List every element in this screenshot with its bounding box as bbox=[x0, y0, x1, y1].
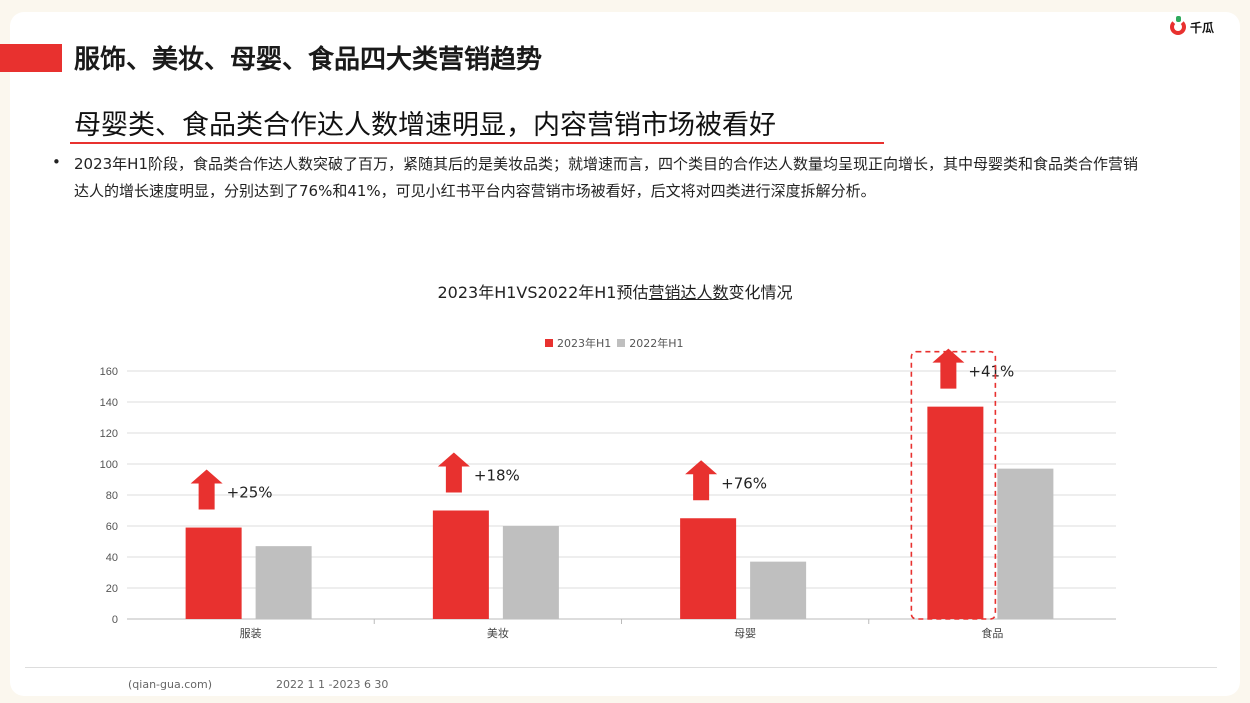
y-tick-label: 40 bbox=[106, 552, 118, 564]
growth-label: +18% bbox=[474, 467, 520, 485]
chart-title-underlined: 营销达人数 bbox=[648, 283, 729, 302]
subtitle: 母婴类、食品类合作达人数增速明显，内容营销市场被看好 bbox=[74, 110, 776, 141]
growth-arrow-icon bbox=[685, 460, 718, 501]
bar-2022 bbox=[255, 546, 312, 619]
bar-2022 bbox=[750, 561, 807, 619]
bar-2022 bbox=[502, 526, 559, 619]
y-tick-label: 0 bbox=[112, 614, 118, 626]
y-tick-label: 20 bbox=[106, 583, 118, 595]
bullet-icon: • bbox=[52, 153, 61, 171]
brand-logo: 千瓜 bbox=[1170, 16, 1214, 38]
highlight-box bbox=[910, 350, 997, 620]
brand-logo-icon bbox=[1170, 16, 1186, 35]
growth-label: +41% bbox=[968, 363, 1014, 381]
footer-date-range: 2022 1 1 -2023 6 30 bbox=[276, 678, 389, 691]
bar-2023 bbox=[680, 518, 737, 619]
bar-2023 bbox=[185, 527, 242, 619]
page-title: 服饰、美妆、母婴、食品四大类营销趋势 bbox=[74, 45, 543, 75]
bar-2023 bbox=[927, 406, 984, 619]
legend-swatch-2022 bbox=[617, 339, 626, 347]
x-tick-label: 母婴 bbox=[734, 627, 756, 640]
growth-arrow-icon bbox=[932, 348, 965, 389]
y-tick-label: 160 bbox=[100, 366, 118, 378]
growth-arrow-icon bbox=[437, 452, 470, 493]
footer-source: (qian-gua.com) bbox=[128, 678, 212, 691]
growth-label: +25% bbox=[227, 484, 273, 502]
legend-swatch-2023 bbox=[545, 339, 553, 347]
growth-arrow-icon bbox=[190, 469, 223, 510]
title-accent-bar bbox=[0, 44, 62, 72]
legend-item-2023: 2023年H1 bbox=[545, 335, 611, 351]
brand-logo-text: 千瓜 bbox=[1190, 20, 1215, 35]
x-tick-label: 食品 bbox=[981, 626, 1003, 640]
bar-2022 bbox=[997, 468, 1054, 619]
legend-label-2023: 2023年H1 bbox=[557, 337, 612, 350]
y-tick-label: 140 bbox=[100, 397, 118, 409]
chart-title-post: 变化情况 bbox=[728, 283, 793, 302]
summary-paragraph: 2023年H1阶段，食品类合作达人数突破了百万，紧随其后的是美妆品类；就增速而言… bbox=[74, 155, 1139, 200]
chart-title: 2023年H1VS2022年H1预估营销达人数变化情况 bbox=[0, 279, 1230, 303]
x-tick-label: 服装 bbox=[240, 627, 262, 640]
chart-legend: 2023年H1 2022年H1 bbox=[545, 335, 684, 351]
x-tick-label: 美妆 bbox=[487, 627, 509, 640]
y-tick-label: 120 bbox=[100, 428, 118, 440]
y-tick-label: 100 bbox=[100, 459, 118, 471]
legend-label-2022: 2022年H1 bbox=[629, 337, 684, 350]
legend-item-2022: 2022年H1 bbox=[617, 335, 684, 351]
chart-title-pre: 2023年H1VS2022年H1预估 bbox=[437, 283, 649, 302]
subtitle-underline bbox=[70, 142, 884, 144]
y-tick-label: 80 bbox=[106, 490, 118, 502]
growth-label: +76% bbox=[721, 474, 767, 492]
bar-2023 bbox=[432, 510, 489, 619]
y-tick-label: 60 bbox=[106, 521, 118, 533]
footer-divider bbox=[25, 667, 1217, 668]
